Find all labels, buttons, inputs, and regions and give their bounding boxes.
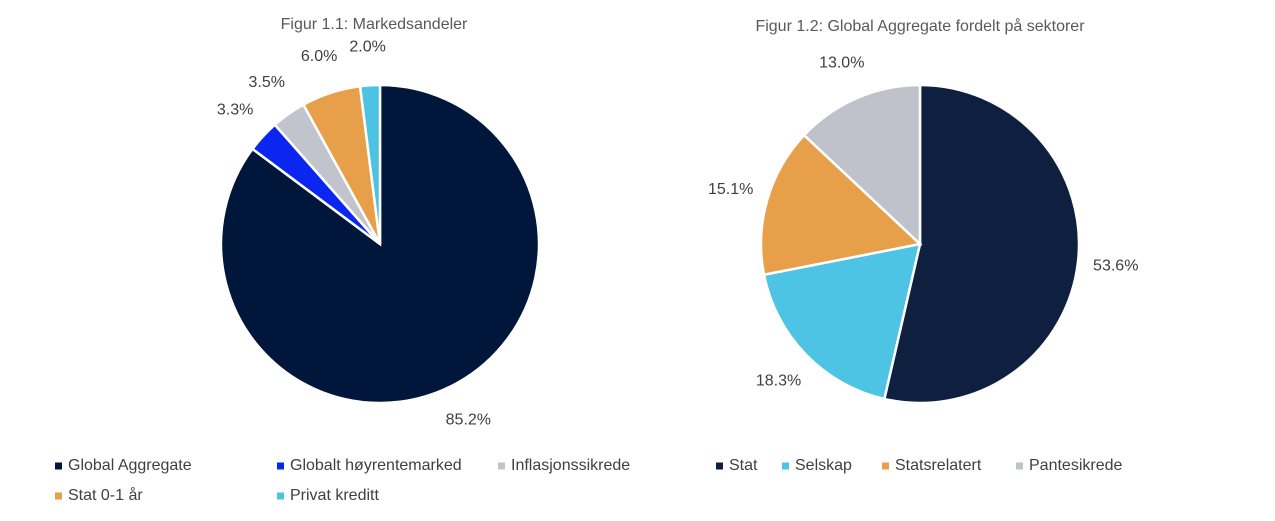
pie-slice xyxy=(802,83,922,247)
pie-slice xyxy=(759,133,923,277)
legend-swatch xyxy=(716,462,723,470)
legend-swatch xyxy=(782,462,789,470)
data-label: 18.3% xyxy=(756,372,801,389)
data-label: 3.3% xyxy=(217,102,253,119)
data-label: 85.2% xyxy=(446,411,491,428)
legend-swatch xyxy=(55,462,62,470)
legend-label: Globalt høyrentemarked xyxy=(290,457,462,474)
legend-label: Privat kreditt xyxy=(290,487,379,504)
legend-label: Inflasjonssikrede xyxy=(511,457,630,474)
legend-swatch xyxy=(498,462,505,470)
data-label: 15.1% xyxy=(708,181,753,198)
legend-swatch xyxy=(1016,462,1023,470)
legend-label: Stat 0-1 år xyxy=(68,486,143,504)
pie-slice xyxy=(882,83,1081,405)
legend-swatch xyxy=(882,462,889,470)
data-label: 53.6% xyxy=(1093,257,1138,274)
pie-slice xyxy=(762,242,922,401)
legend-swatch xyxy=(277,492,284,500)
data-label: 6.0% xyxy=(301,48,337,65)
data-label: 13.0% xyxy=(819,54,864,71)
data-label: 2.0% xyxy=(349,39,385,56)
legend-label: Global Aggregate xyxy=(68,457,192,474)
chart-title: Figur 1.1: Markedsandeler xyxy=(281,16,468,33)
data-label: 3.5% xyxy=(248,74,284,91)
legend-label: Stat xyxy=(729,457,758,474)
chart-title: Figur 1.2: Global Aggregate fordelt på s… xyxy=(755,17,1085,35)
pie-slice xyxy=(358,83,382,245)
legend-label: Selskap xyxy=(795,457,852,474)
legend-label: Statsrelatert xyxy=(895,457,982,474)
legend-swatch xyxy=(277,462,284,470)
legend-label: Pantesikrede xyxy=(1029,457,1122,474)
legend-swatch xyxy=(55,492,62,500)
